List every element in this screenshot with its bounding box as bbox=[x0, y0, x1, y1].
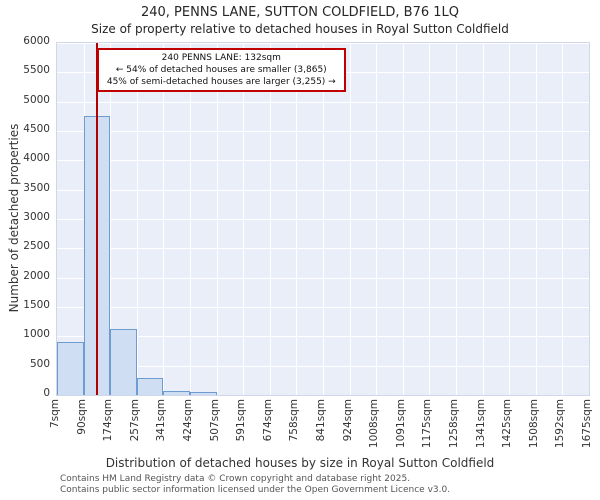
x-tick-label: 841sqm bbox=[315, 399, 327, 442]
v-gridline bbox=[110, 43, 112, 395]
histogram-bar bbox=[136, 378, 164, 395]
x-tick-label: 1258sqm bbox=[448, 399, 460, 449]
y-tick-label: 5000 bbox=[23, 93, 50, 106]
v-gridline bbox=[429, 43, 431, 395]
v-gridline bbox=[376, 43, 378, 395]
y-tick-label: 2000 bbox=[23, 269, 50, 282]
v-gridline bbox=[216, 43, 218, 395]
v-gridline bbox=[509, 43, 511, 395]
x-tick-label: 1341sqm bbox=[474, 399, 487, 449]
x-tick-label: 1425sqm bbox=[501, 399, 514, 449]
v-gridline bbox=[190, 43, 191, 395]
v-gridline bbox=[243, 43, 245, 395]
y-tick-label: 5500 bbox=[23, 64, 50, 77]
y-tick-label: 4000 bbox=[23, 152, 50, 165]
v-gridline bbox=[562, 43, 564, 395]
y-tick-label: 0 bbox=[43, 387, 50, 399]
v-gridline bbox=[136, 43, 138, 395]
x-tick-label: 257sqm bbox=[128, 399, 141, 442]
histogram-bar bbox=[163, 390, 190, 395]
x-tick-label: 1508sqm bbox=[527, 399, 540, 449]
x-tick-label: 1091sqm bbox=[394, 399, 407, 449]
plot-area bbox=[56, 42, 590, 396]
footer-line1: Contains HM Land Registry data © Crown c… bbox=[60, 474, 411, 484]
annotation-line3: 45% of semi-detached houses are larger (… bbox=[106, 77, 336, 88]
x-tick-label: 591sqm bbox=[235, 399, 248, 442]
x-tick-label: 674sqm bbox=[261, 399, 274, 442]
v-gridline bbox=[323, 43, 324, 395]
x-tick-label: 1175sqm bbox=[421, 399, 434, 449]
marker-line bbox=[95, 43, 98, 395]
x-tick-label: 758sqm bbox=[288, 399, 301, 442]
x-tick-label: 1008sqm bbox=[368, 399, 381, 449]
x-tick-label: 1675sqm bbox=[581, 399, 593, 449]
v-gridline bbox=[296, 43, 298, 395]
v-gridline bbox=[163, 43, 165, 395]
x-axis-label: Distribution of detached houses by size … bbox=[105, 456, 495, 470]
x-tick-label: 7sqm bbox=[49, 399, 61, 429]
v-gridline bbox=[269, 43, 271, 395]
v-gridline bbox=[349, 43, 351, 395]
y-tick-label: 2500 bbox=[23, 240, 50, 253]
y-tick-label: 3000 bbox=[23, 211, 50, 223]
x-tick-label: 1592sqm bbox=[554, 399, 567, 449]
histogram-bar bbox=[190, 392, 217, 395]
x-tick-label: 90sqm bbox=[75, 399, 88, 435]
y-tick-label: 500 bbox=[29, 357, 50, 370]
y-tick-label: 1500 bbox=[23, 299, 50, 311]
chart-title: 240, PENNS LANE, SUTTON COLDFIELD, B76 1… bbox=[140, 5, 460, 20]
x-tick-label: 341sqm bbox=[155, 399, 168, 442]
histogram-bar bbox=[57, 342, 84, 395]
footer-line2: Contains public sector information licen… bbox=[60, 485, 451, 495]
y-tick-label: 3500 bbox=[23, 181, 50, 194]
annotation-line2: ← 54% of detached houses are smaller (3,… bbox=[115, 65, 327, 76]
x-tick-label: 424sqm bbox=[182, 399, 194, 442]
v-gridline bbox=[535, 43, 537, 395]
histogram-bar bbox=[110, 329, 137, 395]
x-tick-label: 174sqm bbox=[102, 399, 115, 442]
chart-subtitle: Size of property relative to detached ho… bbox=[91, 22, 509, 36]
y-tick-label: 6000 bbox=[23, 35, 50, 47]
annotation-line1: 240 PENNS LANE: 132sqm bbox=[161, 53, 281, 63]
v-gridline bbox=[482, 43, 484, 395]
annotation-box: 240 PENNS LANE: 132sqm ← 54% of detached… bbox=[96, 48, 346, 93]
y-tick-label: 4500 bbox=[23, 123, 50, 135]
x-tick-label: 924sqm bbox=[341, 399, 354, 442]
y-tick-label: 1000 bbox=[23, 328, 50, 341]
x-tick-label: 507sqm bbox=[208, 399, 221, 442]
v-gridline bbox=[402, 43, 404, 395]
v-gridline bbox=[456, 43, 457, 395]
